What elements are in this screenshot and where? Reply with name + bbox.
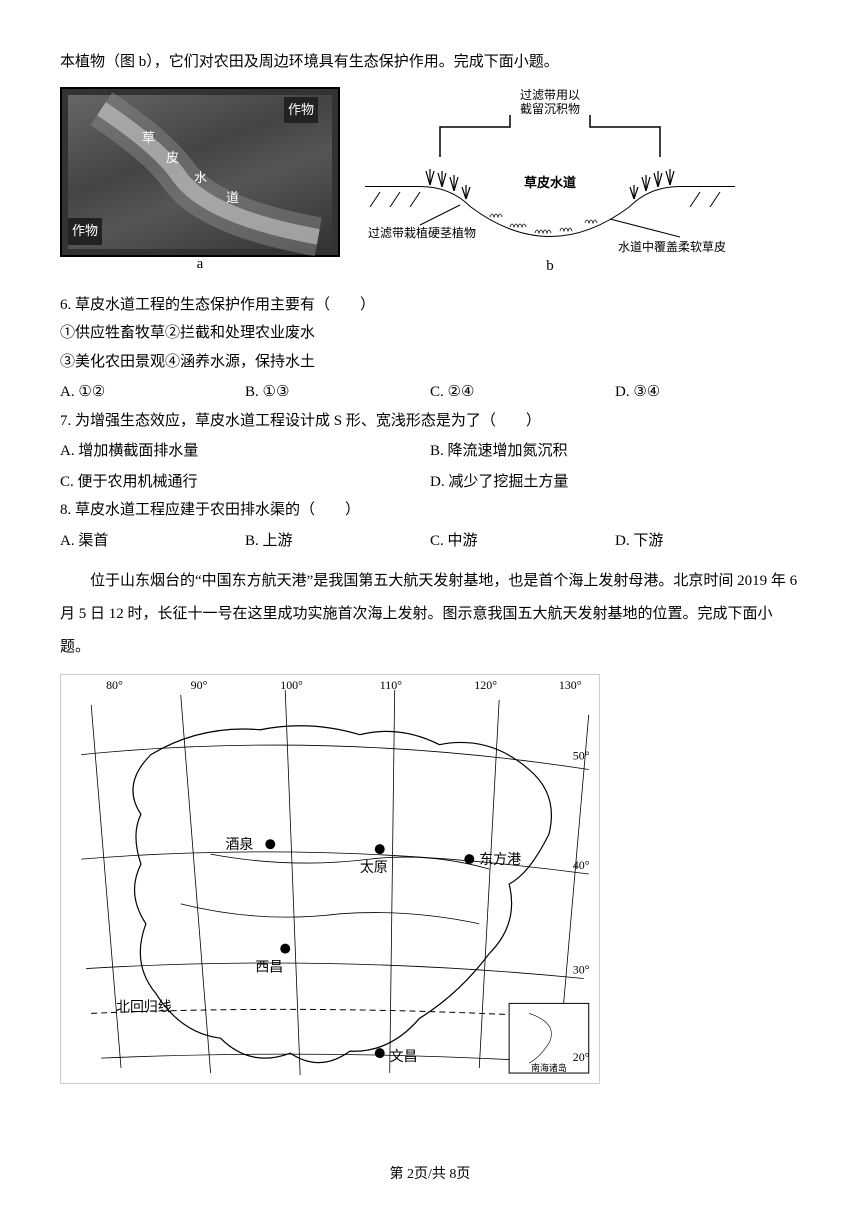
svg-text:120°: 120° [474, 678, 497, 692]
map-dongfanggang: 东方港 [479, 852, 521, 868]
q7-stem: 7. 为增强生态效应，草皮水道工程设计成 S 形、宽浅形态是为了（ ） [60, 407, 800, 436]
q6-opt-b: B. ①③ [245, 378, 430, 407]
q6-opt-a: A. ①② [60, 378, 245, 407]
q6-options: A. ①② B. ①③ C. ②④ D. ③④ [60, 378, 800, 407]
svg-text:40°: 40° [573, 858, 590, 872]
map-wenchang: 文昌 [390, 1049, 418, 1065]
intro-text: 本植物（图 b），它们对农田及周边环境具有生态保护作用。完成下面小题。 [60, 48, 800, 77]
figb-center: 草皮水道 [524, 175, 576, 190]
svg-text:80°: 80° [106, 678, 123, 692]
figures-row: 作物 作物 草 皮 水 道 a [60, 87, 800, 257]
q8-stem: 8. 草皮水道工程应建于农田排水渠的（ ） [60, 496, 800, 525]
figb-left: 过滤带栽植硬茎植物 [368, 225, 476, 240]
q7-options-row2: C. 便于农用机械通行 D. 减少了挖掘土方量 [60, 468, 800, 497]
q8-opt-b: B. 上游 [245, 527, 430, 556]
q7-options-row1: A. 增加横截面排水量 B. 降流速增加氮沉积 [60, 437, 800, 466]
passage-text: 位于山东烟台的“中国东方航天港”是我国第五大航天发射基地，也是首个海上发射母港。… [60, 565, 800, 664]
map-inset: 南海诸岛 [531, 1062, 567, 1073]
figa-channel: 道 [222, 185, 243, 212]
figb-top2: 截留沉积物 [520, 102, 580, 116]
figure-b: 过滤带用以 截留沉积物 草皮水道 过滤带栽植硬茎植物 水道中覆盖柔软草皮 b [360, 87, 740, 257]
svg-text:90°: 90° [191, 678, 208, 692]
map-taiyuan: 太原 [360, 860, 388, 876]
figa-caption: a [197, 250, 204, 279]
q6-stem: 6. 草皮水道工程的生态保护作用主要有（ ） [60, 291, 800, 320]
figb-top1: 过滤带用以 [520, 88, 580, 102]
svg-text:50°: 50° [573, 749, 590, 763]
figa-grass: 草 [138, 125, 159, 152]
figa-crop-tl: 作物 [284, 97, 318, 124]
q8-options: A. 渠首 B. 上游 C. 中游 D. 下游 [60, 527, 800, 556]
page-footer: 第 2页/共 8页 [0, 1162, 860, 1189]
q6-opt-c: C. ②④ [430, 378, 615, 407]
map-xichang: 西昌 [255, 961, 283, 976]
figure-a: 作物 作物 草 皮 水 道 a [60, 87, 340, 257]
q6-opt-d: D. ③④ [615, 378, 800, 407]
china-map: 南海诸岛 酒泉 太原 东方港 西昌 文昌 北回归线 80° 90° 100° 1… [60, 674, 600, 1084]
map-tropic: 北回归线 [116, 998, 172, 1015]
svg-text:20°: 20° [573, 1050, 590, 1064]
figa-skin: 皮 [162, 145, 183, 172]
q7-opt-a: A. 增加横截面排水量 [60, 437, 430, 466]
q7-opt-d: D. 减少了挖掘土方量 [430, 468, 800, 497]
figb-right: 水道中覆盖柔软草皮 [618, 239, 726, 254]
figa-water: 水 [190, 165, 211, 192]
q8-opt-a: A. 渠首 [60, 527, 245, 556]
map-jiuquan: 酒泉 [226, 836, 254, 853]
q6-sub2: ③美化农田景观④涵养水源，保持水土 [60, 348, 800, 377]
svg-text:110°: 110° [380, 678, 402, 692]
svg-text:130°: 130° [559, 678, 582, 692]
svg-text:100°: 100° [280, 678, 303, 692]
q8-opt-d: D. 下游 [615, 527, 800, 556]
q8-opt-c: C. 中游 [430, 527, 615, 556]
figa-crop-br: 作物 [68, 218, 102, 245]
q6-sub1: ①供应牲畜牧草②拦截和处理农业废水 [60, 319, 800, 348]
figb-caption: b [546, 252, 554, 281]
svg-text:30°: 30° [573, 963, 590, 977]
q7-opt-c: C. 便于农用机械通行 [60, 468, 430, 497]
q7-opt-b: B. 降流速增加氮沉积 [430, 437, 800, 466]
